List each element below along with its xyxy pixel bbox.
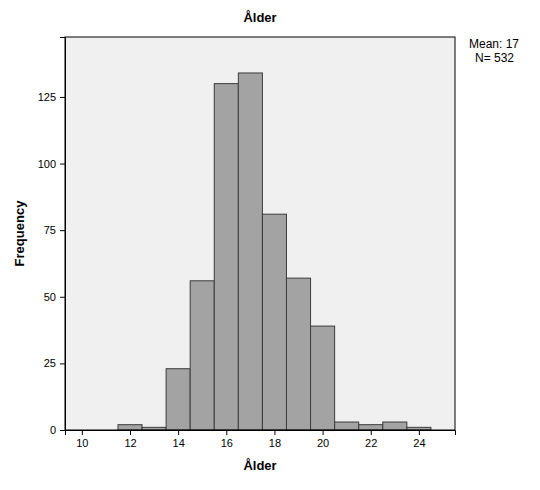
x-tick-mark bbox=[419, 430, 420, 435]
x-tick-mark bbox=[226, 430, 227, 435]
x-tick: 24 bbox=[413, 430, 425, 449]
x-tick-mark bbox=[82, 430, 83, 435]
bar bbox=[383, 422, 407, 430]
bar bbox=[190, 281, 214, 430]
bar bbox=[262, 214, 286, 430]
y-axis: 0 25 50 75 100 125 bbox=[38, 38, 66, 437]
bar bbox=[214, 84, 238, 430]
bar bbox=[238, 73, 262, 430]
y-axis-label: Frequency bbox=[12, 200, 27, 267]
bars bbox=[118, 73, 431, 430]
x-tick: 16 bbox=[221, 430, 233, 449]
x-tick: 12 bbox=[124, 430, 136, 449]
x-tick-mark bbox=[130, 430, 131, 435]
y-tick-label: 75 bbox=[44, 224, 56, 236]
x-tick: 18 bbox=[269, 430, 281, 449]
x-tick-mark bbox=[178, 430, 179, 435]
x-tick-mark bbox=[323, 430, 324, 435]
x-tick-mark bbox=[274, 430, 275, 435]
y-tick: 100 bbox=[38, 158, 65, 170]
y-tick-mark bbox=[60, 297, 65, 298]
bar bbox=[286, 278, 310, 430]
y-tick-mark bbox=[60, 164, 65, 165]
y-tick: 25 bbox=[44, 357, 65, 369]
x-tick: 14 bbox=[173, 430, 185, 449]
y-axis-line bbox=[60, 38, 66, 431]
x-tick-mark bbox=[371, 430, 372, 435]
x-tick-label: 18 bbox=[269, 437, 281, 449]
bar bbox=[359, 425, 383, 430]
y-tick-label: 50 bbox=[44, 291, 56, 303]
x-tick: 22 bbox=[365, 430, 377, 449]
y-tick: 50 bbox=[44, 291, 65, 303]
x-tick-label: 10 bbox=[76, 437, 88, 449]
y-tick-mark bbox=[60, 230, 65, 231]
y-tick-label: 0 bbox=[50, 424, 56, 436]
x-tick: 20 bbox=[317, 430, 329, 449]
y-tick-label: 125 bbox=[38, 91, 56, 103]
y-tick-mark bbox=[60, 97, 65, 98]
y-tick: 125 bbox=[38, 91, 65, 103]
x-tick-label: 24 bbox=[413, 437, 425, 449]
plot-background bbox=[65, 37, 455, 430]
annotation: Mean: 17 bbox=[469, 37, 519, 51]
y-tick-mark bbox=[60, 430, 65, 431]
title: Ålder bbox=[243, 10, 276, 25]
x-tick-label: 20 bbox=[317, 437, 329, 449]
y-tick-mark bbox=[60, 363, 65, 364]
y-tick: 0 bbox=[50, 424, 65, 436]
plot-frame bbox=[65, 37, 455, 430]
x-tick: 10 bbox=[76, 430, 88, 449]
x-axis-line bbox=[66, 431, 456, 436]
chart-svg: 10 12 14 16 18 20 22 24 0 25 50 75 100 125 Ålder Ålder F… bbox=[0, 0, 540, 490]
y-tick-label: 25 bbox=[44, 357, 56, 369]
y-tick: 75 bbox=[44, 224, 65, 236]
x-tick-label: 14 bbox=[173, 437, 185, 449]
x-axis-label: Ålder bbox=[243, 458, 276, 473]
y-tick-label: 100 bbox=[38, 158, 56, 170]
bar bbox=[335, 422, 359, 430]
x-tick-label: 16 bbox=[221, 437, 233, 449]
bar bbox=[166, 369, 190, 430]
x-axis: 10 12 14 16 18 20 22 24 bbox=[66, 430, 456, 449]
bar bbox=[118, 425, 142, 430]
x-tick-label: 12 bbox=[124, 437, 136, 449]
annotation: N= 532 bbox=[475, 51, 514, 65]
bar bbox=[311, 326, 335, 430]
x-tick-label: 22 bbox=[365, 437, 377, 449]
